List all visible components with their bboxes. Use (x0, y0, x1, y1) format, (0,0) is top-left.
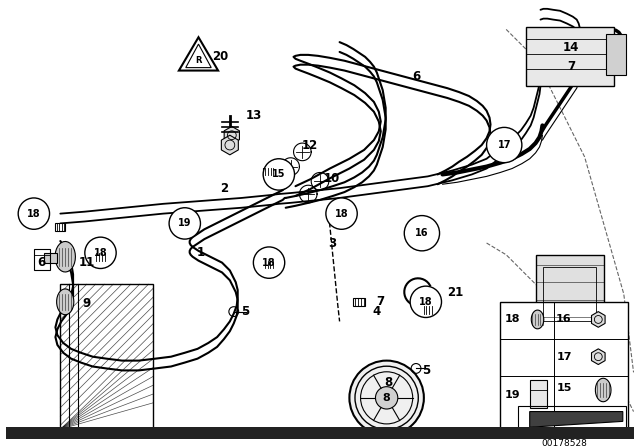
Text: 18: 18 (419, 297, 433, 307)
Bar (353, 298, 365, 306)
Text: 3: 3 (328, 237, 336, 250)
Text: 18: 18 (504, 314, 520, 324)
Text: 15: 15 (272, 169, 285, 180)
Text: 2: 2 (220, 181, 228, 194)
Text: 20: 20 (212, 50, 228, 63)
Bar (543, 267, 596, 321)
Circle shape (263, 159, 294, 190)
Text: 19: 19 (504, 390, 520, 400)
Text: 19: 19 (178, 219, 191, 228)
Text: 18: 18 (335, 209, 348, 219)
Bar (56, 224, 65, 231)
Bar (263, 168, 275, 175)
Polygon shape (221, 135, 238, 155)
Text: 6: 6 (412, 70, 420, 83)
Text: 17: 17 (556, 352, 572, 362)
Circle shape (376, 387, 398, 409)
Text: 18: 18 (262, 258, 276, 267)
Circle shape (253, 247, 285, 278)
Text: R: R (195, 56, 202, 65)
Text: 6: 6 (38, 256, 46, 269)
Circle shape (18, 198, 49, 229)
Text: 16: 16 (415, 228, 429, 238)
Polygon shape (595, 378, 611, 402)
Text: 1: 1 (196, 246, 205, 259)
Text: 8: 8 (383, 393, 390, 403)
Text: 7: 7 (377, 295, 385, 308)
Text: 18: 18 (27, 209, 41, 219)
Polygon shape (591, 349, 605, 365)
Bar (526, 27, 614, 86)
Text: 4: 4 (372, 305, 381, 318)
Text: 14: 14 (563, 40, 579, 53)
Bar (530, 380, 547, 408)
Polygon shape (55, 241, 76, 272)
Text: 11: 11 (79, 256, 95, 269)
Polygon shape (224, 126, 239, 144)
Circle shape (326, 198, 357, 229)
Circle shape (404, 215, 440, 251)
Circle shape (410, 286, 442, 318)
Circle shape (85, 237, 116, 268)
Text: 5: 5 (241, 305, 250, 318)
Bar (34, 249, 49, 271)
Text: 17: 17 (497, 140, 511, 150)
Bar (264, 261, 275, 268)
Bar (536, 255, 604, 333)
Circle shape (486, 127, 522, 163)
Polygon shape (530, 412, 623, 427)
Text: 13: 13 (245, 109, 262, 122)
Polygon shape (57, 289, 74, 315)
Polygon shape (591, 312, 605, 327)
Text: 7: 7 (567, 60, 575, 73)
Polygon shape (531, 310, 544, 329)
Text: 00178528: 00178528 (541, 439, 587, 448)
Text: 18: 18 (93, 248, 108, 258)
Circle shape (169, 208, 200, 239)
Bar (6, 427, 634, 439)
Text: 15: 15 (556, 383, 572, 393)
Bar (606, 34, 626, 75)
Bar (44, 253, 58, 263)
Text: 8: 8 (385, 376, 393, 389)
Circle shape (349, 361, 424, 435)
Text: 10: 10 (324, 172, 340, 185)
Text: 5: 5 (422, 364, 430, 377)
Text: 12: 12 (302, 138, 318, 151)
Bar (422, 306, 433, 314)
Bar (95, 253, 106, 261)
Text: 16: 16 (556, 314, 572, 324)
Text: 9: 9 (83, 297, 91, 310)
Bar (60, 284, 154, 429)
Bar (500, 302, 628, 431)
Text: 21: 21 (447, 285, 463, 298)
